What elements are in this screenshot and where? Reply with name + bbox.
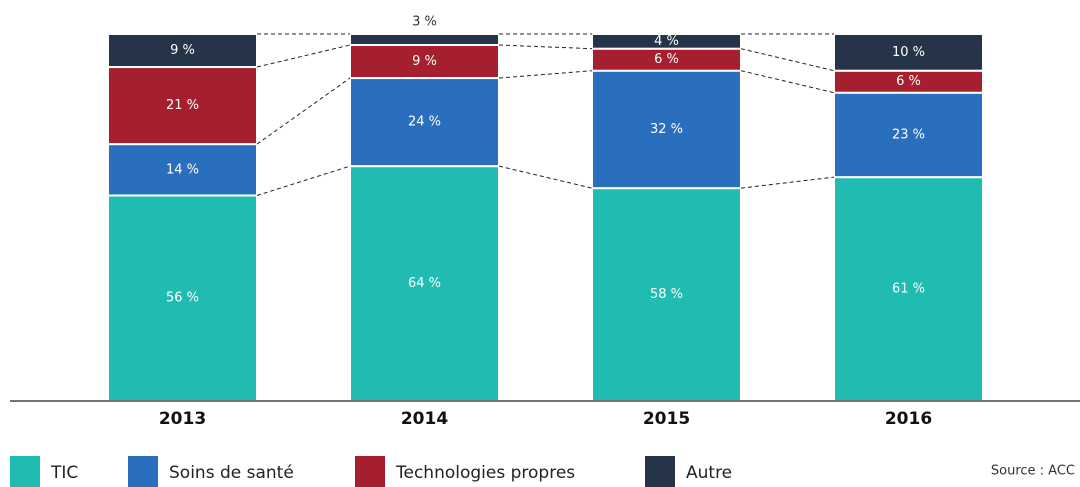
connector — [498, 44, 593, 50]
bar-segment — [349, 165, 500, 402]
data-label: 4 % — [654, 34, 679, 49]
connector — [256, 44, 351, 68]
data-label: 21 % — [166, 98, 199, 113]
x-tick-label: 2015 — [643, 409, 690, 429]
bar-segment — [833, 176, 984, 402]
data-label: 32 % — [650, 122, 683, 137]
bar-segment — [833, 91, 984, 179]
connector — [256, 165, 351, 196]
data-label: 23 % — [892, 127, 925, 142]
connector — [256, 77, 351, 145]
bar-segment — [591, 33, 742, 50]
connector — [740, 176, 835, 189]
data-label: 10 % — [892, 45, 925, 60]
data-label: 6 % — [896, 74, 921, 89]
source: Source : ACC — [991, 464, 1075, 479]
bar-segment — [591, 187, 742, 402]
x-tick-label: 2016 — [885, 409, 932, 429]
data-label: 56 % — [166, 291, 199, 306]
bar-segment — [349, 44, 500, 80]
legend-swatch — [128, 456, 158, 487]
data-label: 24 % — [408, 115, 441, 130]
data-label: 58 % — [650, 287, 683, 302]
connector — [498, 165, 593, 189]
data-label: 14 % — [166, 162, 199, 177]
bar-segment — [107, 143, 258, 197]
x-tick-label: 2014 — [401, 409, 448, 429]
connector — [498, 70, 593, 79]
legend-label: Soins de santé — [169, 463, 294, 483]
bar-segment — [107, 33, 258, 69]
legend-label: Autre — [686, 463, 732, 483]
x-tick-label: 2013 — [159, 409, 206, 429]
legend-swatch — [645, 456, 675, 487]
legend-swatch — [355, 456, 385, 487]
bar-segment — [591, 69, 742, 190]
bar-segment — [833, 33, 984, 72]
connector — [740, 70, 835, 94]
data-label: 6 % — [654, 52, 679, 67]
data-label: 9 % — [170, 43, 195, 58]
data-label: 61 % — [892, 282, 925, 297]
data-label: 64 % — [408, 276, 441, 291]
connector — [740, 48, 835, 72]
legend-label: TIC — [50, 463, 78, 483]
data-label: 9 % — [412, 54, 437, 69]
legend-label: Technologies propres — [395, 463, 575, 483]
bar-segment — [107, 194, 258, 402]
bar-segment — [349, 77, 500, 168]
bar-segment — [349, 33, 500, 47]
legend-swatch — [10, 456, 40, 487]
data-label: 3 % — [412, 15, 437, 30]
